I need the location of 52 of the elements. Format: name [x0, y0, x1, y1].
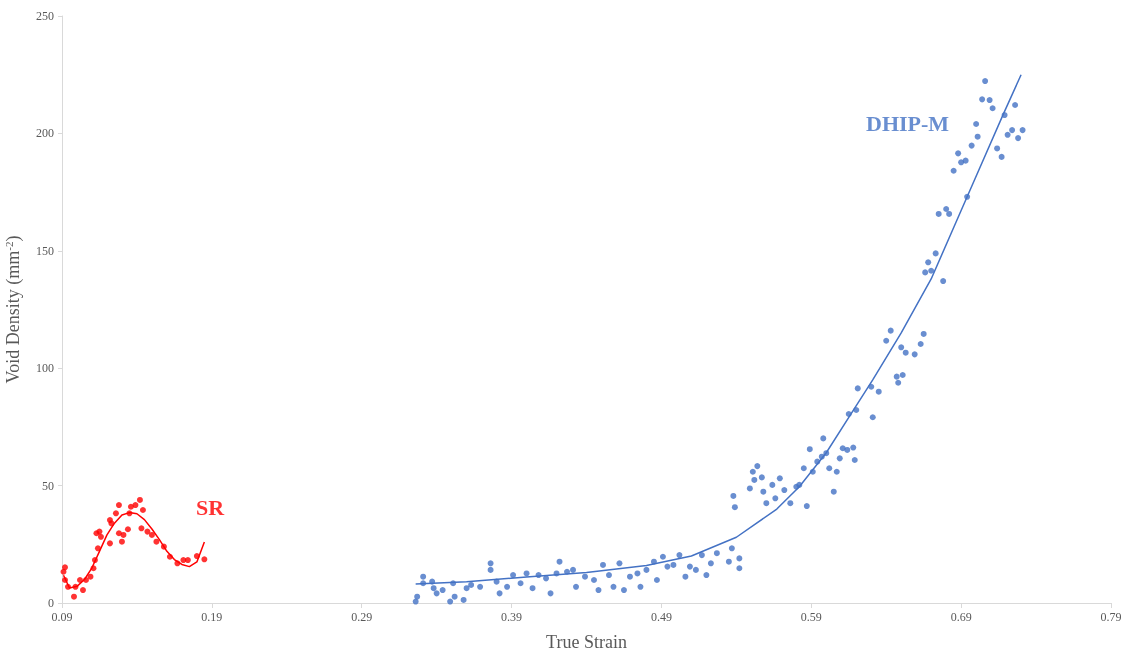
x-tick-label: 0.59: [800, 610, 822, 624]
y-tick-label: 250: [36, 9, 54, 23]
point: [65, 583, 71, 590]
point: [120, 531, 127, 538]
point: [174, 560, 181, 567]
point: [166, 553, 173, 560]
y-tick-label: 100: [36, 361, 54, 376]
point: [91, 557, 98, 564]
point: [90, 565, 97, 572]
point: [97, 533, 104, 540]
point: [139, 507, 146, 514]
series-label: SR: [195, 495, 226, 521]
point: [127, 503, 134, 510]
point: [148, 531, 155, 538]
x-tick-label: 0.79: [1100, 610, 1122, 624]
point: [136, 496, 143, 503]
point: [76, 576, 83, 583]
point: [62, 576, 68, 583]
x-tick-label: 0.09: [51, 610, 73, 624]
y-tick-label: 200: [36, 126, 54, 141]
x-tick-label: 0.39: [501, 610, 523, 624]
series-label: DHIP-M: [866, 110, 950, 136]
y-tick-label: 0: [48, 596, 54, 610]
point: [201, 556, 208, 563]
point: [124, 526, 131, 533]
y-axis-title: Void Density (mm-2): [2, 235, 24, 384]
point: [72, 583, 79, 590]
x-tick-label: 0.29: [351, 610, 373, 624]
y-tick-label: 50: [42, 478, 54, 493]
point: [82, 576, 89, 583]
point: [60, 568, 67, 575]
point: [94, 545, 101, 552]
point: [118, 538, 125, 545]
point: [132, 502, 139, 509]
point: [153, 538, 160, 545]
point: [112, 510, 119, 517]
y-tick-label: 150: [36, 243, 54, 258]
point: [79, 587, 86, 594]
x-axis-title: True Strain: [546, 632, 627, 652]
point: [70, 593, 77, 600]
x-tick-label: 0.69: [950, 610, 972, 624]
point: [126, 510, 133, 517]
x-tick-label: 0.19: [201, 610, 223, 624]
point: [160, 543, 167, 550]
point: [184, 557, 191, 564]
point: [115, 530, 122, 537]
point: [193, 553, 200, 560]
point: [62, 564, 68, 571]
point: [138, 525, 145, 532]
point: [115, 502, 122, 509]
point: [106, 540, 113, 547]
x-tick-label: 0.49: [650, 610, 672, 624]
